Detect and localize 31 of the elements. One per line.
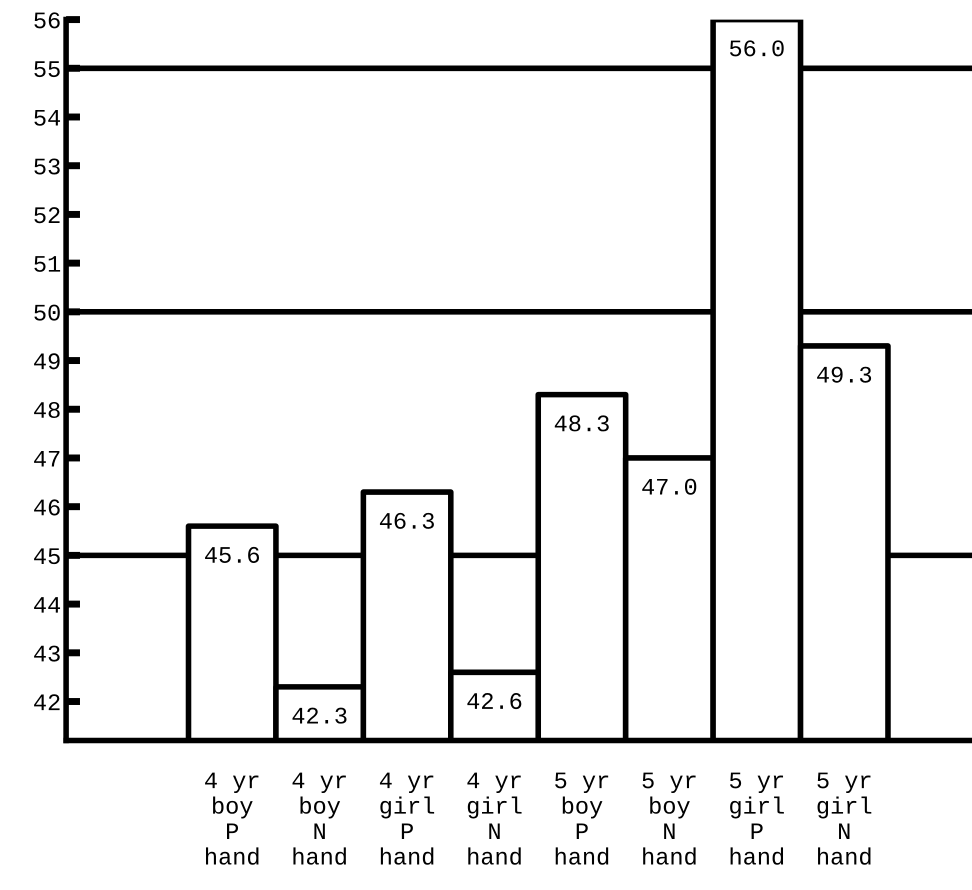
y-tick-label: 47 [34,450,60,467]
y-tick-label: 50 [34,304,60,321]
x-tick-label: 4 yr girl P hand [380,772,434,865]
y-tick-label: 43 [34,646,60,662]
y-tick-label: 51 [34,256,60,272]
y-tick-label: 45 [34,548,60,564]
y-tick-label: 46 [34,499,60,516]
x-tick-label: 4 yr boy N hand [292,772,346,865]
y-tick-label: 48 [34,402,60,418]
x-tick-label: 5 yr boy P hand [555,772,608,865]
data-label: 46.3 [380,512,434,529]
data-label: 48.3 [554,415,609,432]
y-tick-label: 55 [34,61,60,78]
x-tick-label: 5 yr girl P hand [730,772,784,865]
data-label: 45.6 [205,546,260,563]
y-tick-label: 53 [34,158,60,174]
y-tick-label: 52 [34,207,60,224]
x-tick-label: 4 yr girl N hand [467,772,522,865]
y-tick-label: 54 [34,110,60,126]
data-label: 42.3 [292,708,346,724]
x-tick-label: 5 yr girl N hand [817,772,872,865]
y-tick-label: 44 [34,597,60,613]
y-tick-label: 56 [34,12,60,28]
x-tick-label: 5 yr boy N hand [642,772,696,865]
y-tick-label: 42 [34,694,60,710]
y-tick-label: 49 [34,353,60,370]
data-label: 47.0 [642,478,696,495]
data-label: 56.0 [730,40,784,56]
data-label: 49.3 [817,366,872,383]
x-tick-label: 4 yr boy P hand [205,772,258,865]
data-label: 42.6 [467,693,522,710]
